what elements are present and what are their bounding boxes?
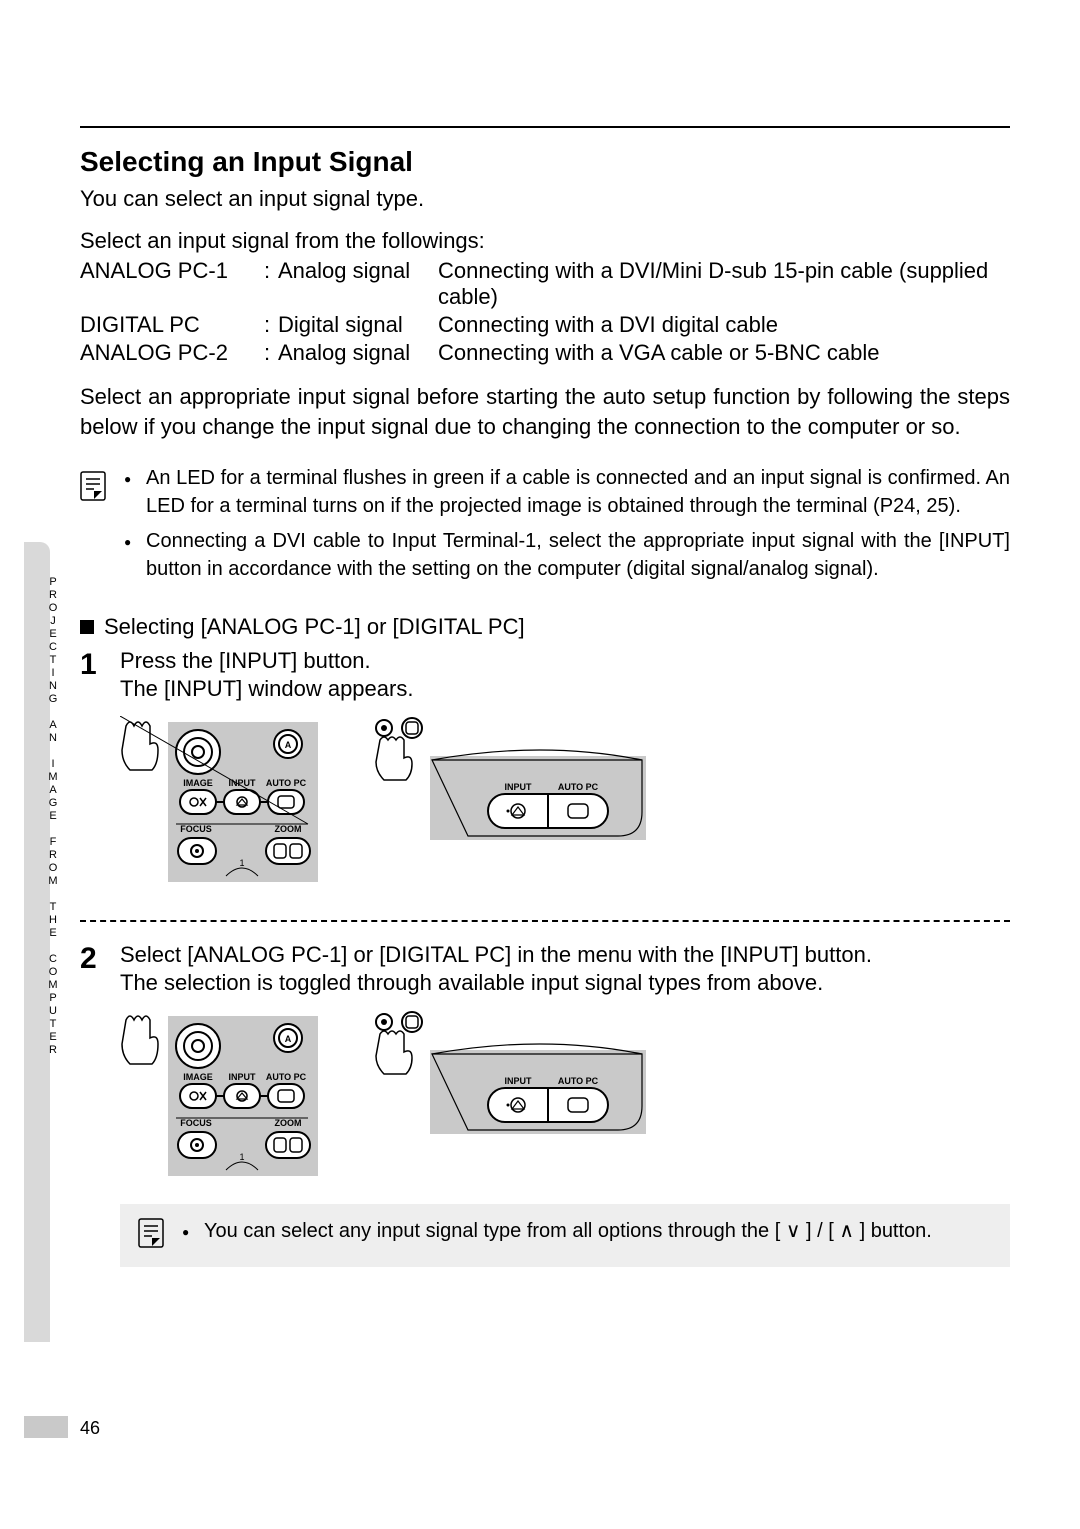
diagram-row: A IMAGE INPUT AUTO PC	[120, 716, 1010, 886]
svg-text:INPUT: INPUT	[229, 1072, 257, 1082]
step-number: 1	[80, 648, 120, 904]
section-title: Selecting an Input Signal	[80, 146, 1010, 178]
projector-diagram: INPUT AUTO PC	[370, 1010, 650, 1180]
signal-conn: Connecting with a DVI digital cable	[438, 312, 1010, 340]
step-number: 2	[80, 942, 120, 1268]
signal-type: Analog signal	[278, 258, 438, 312]
table-row: DIGITAL PC : Digital signal Connecting w…	[80, 312, 1010, 340]
page-content: Selecting an Input Signal You can select…	[80, 126, 1010, 1277]
note-list: An LED for a terminal flushes in green i…	[124, 465, 1010, 591]
subheading: Selecting [ANALOG PC-1] or [DIGITAL PC]	[80, 614, 1010, 640]
preface: Select an appropriate input signal befor…	[80, 382, 1010, 444]
signal-name: DIGITAL PC	[80, 312, 260, 340]
note-icon	[80, 471, 106, 506]
signal-type: Digital signal	[278, 312, 438, 340]
signal-sep: :	[260, 258, 278, 312]
signal-name: ANALOG PC-2	[80, 340, 260, 368]
intro-text: You can select an input signal type.	[80, 184, 1010, 214]
page-number: 46	[80, 1418, 100, 1439]
step: 2 Select [ANALOG PC-1] or [DIGITAL PC] i…	[80, 942, 1010, 1268]
svg-text:FOCUS: FOCUS	[180, 824, 212, 834]
svg-text:1: 1	[239, 858, 244, 868]
remote-diagram: A IMAGE INPUT AUTO PC	[120, 716, 320, 886]
signal-conn: Connecting with a VGA cable or 5-BNC cab…	[438, 340, 1010, 368]
svg-text:FOCUS: FOCUS	[180, 1118, 212, 1128]
top-rule	[80, 126, 1010, 128]
svg-text:INPUT: INPUT	[505, 1076, 533, 1086]
step-desc: The selection is toggled through availab…	[120, 970, 1010, 996]
dashed-separator	[80, 920, 1010, 922]
svg-text:AUTO PC: AUTO PC	[266, 1072, 307, 1082]
sidebar-label: PROJECTING AN IMAGE FROM THE COMPUTER	[47, 576, 59, 1057]
note-icon	[138, 1218, 164, 1253]
table-row: ANALOG PC-1 : Analog signal Connecting w…	[80, 258, 1010, 312]
step: 1 Press the [INPUT] button. The [INPUT] …	[80, 648, 1010, 904]
signal-sep: :	[260, 340, 278, 368]
signal-sep: :	[260, 312, 278, 340]
remote-diagram: A IMAGE INPUT AUTO PC	[120, 1010, 320, 1180]
svg-text:AUTO PC: AUTO PC	[558, 1076, 599, 1086]
step-title: Press the [INPUT] button.	[120, 648, 1010, 674]
svg-text:ZOOM: ZOOM	[275, 824, 302, 834]
svg-text:ZOOM: ZOOM	[275, 1118, 302, 1128]
select-lead: Select an input signal from the followin…	[80, 228, 1010, 254]
page-number-bar	[24, 1416, 68, 1438]
signal-table: ANALOG PC-1 : Analog signal Connecting w…	[80, 258, 1010, 368]
svg-text:AUTO PC: AUTO PC	[266, 778, 307, 788]
step-title: Select [ANALOG PC-1] or [DIGITAL PC] in …	[120, 942, 1010, 968]
diagram-row: A IMAGE INPUT AUTO PC	[120, 1010, 1010, 1180]
svg-text:AUTO PC: AUTO PC	[558, 782, 599, 792]
projector-diagram: INPUT AUTO PC	[370, 716, 650, 886]
svg-text:IMAGE: IMAGE	[183, 1072, 213, 1082]
signal-name: ANALOG PC-1	[80, 258, 260, 312]
svg-text:A: A	[285, 1034, 292, 1044]
note-item: Connecting a DVI cable to Input Terminal…	[124, 528, 1010, 583]
note-item: An LED for a terminal flushes in green i…	[124, 465, 1010, 520]
table-row: ANALOG PC-2 : Analog signal Connecting w…	[80, 340, 1010, 368]
signal-type: Analog signal	[278, 340, 438, 368]
svg-text:IMAGE: IMAGE	[183, 778, 213, 788]
info-strip: You can select any input signal type fro…	[120, 1204, 1010, 1268]
signal-conn: Connecting with a DVI/Mini D-sub 15-pin …	[438, 258, 1010, 312]
svg-text:A: A	[285, 740, 292, 750]
note-box: An LED for a terminal flushes in green i…	[80, 465, 1010, 591]
step-desc: The [INPUT] window appears.	[120, 676, 1010, 702]
info-text: You can select any input signal type fro…	[182, 1218, 992, 1246]
svg-text:INPUT: INPUT	[505, 782, 533, 792]
svg-text:1: 1	[239, 1152, 244, 1162]
